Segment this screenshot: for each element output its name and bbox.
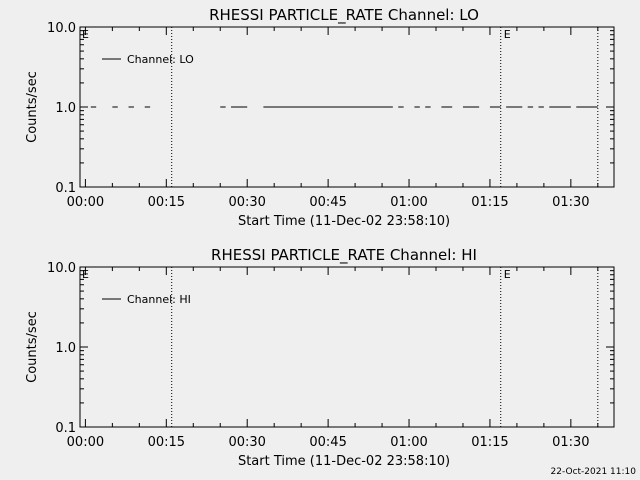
corner-label: E [82, 268, 89, 281]
x-tick-label: 01:30 [552, 195, 589, 210]
y-tick-label: 10.0 [47, 261, 76, 276]
y-tick-label: 0.1 [55, 421, 76, 436]
corner-label: E [82, 28, 89, 41]
chart-title: RHESSI PARTICLE_RATE Channel: HI [211, 246, 477, 265]
event-marker-label: E [504, 28, 511, 41]
x-tick-label: 00:30 [228, 195, 265, 210]
plot-frame [79, 266, 615, 428]
x-axis-label: Start Time (11-Dec-02 23:58:10) [238, 214, 450, 229]
y-tick-label: 10.0 [47, 21, 76, 36]
y-axis-label: Counts/sec [25, 311, 40, 383]
y-tick-label: 1.0 [55, 101, 76, 116]
legend-label: Channel: HI [127, 293, 191, 306]
x-axis-label: Start Time (11-Dec-02 23:58:10) [238, 454, 450, 469]
x-tick-label: 00:15 [148, 435, 185, 450]
x-tick-label: 01:00 [390, 435, 427, 450]
footer-timestamp: 22-Oct-2021 11:10 [551, 467, 637, 477]
x-tick-label: 00:15 [148, 195, 185, 210]
x-tick-label: 00:00 [67, 195, 104, 210]
x-tick-label: 00:00 [67, 435, 104, 450]
y-tick-label: 0.1 [55, 181, 76, 196]
y-tick-label: 1.0 [55, 341, 76, 356]
event-marker-label: E [504, 268, 511, 281]
x-tick-label: 00:30 [228, 435, 265, 450]
y-axis-label: Counts/sec [25, 71, 40, 143]
x-tick-label: 01:15 [471, 195, 508, 210]
x-tick-label: 01:00 [390, 195, 427, 210]
chart-title: RHESSI PARTICLE_RATE Channel: LO [209, 6, 479, 25]
x-tick-label: 01:30 [552, 435, 589, 450]
x-tick-label: 01:15 [471, 435, 508, 450]
x-tick-label: 00:45 [309, 195, 346, 210]
x-tick-label: 00:45 [309, 435, 346, 450]
legend-label: Channel: LO [127, 53, 194, 66]
